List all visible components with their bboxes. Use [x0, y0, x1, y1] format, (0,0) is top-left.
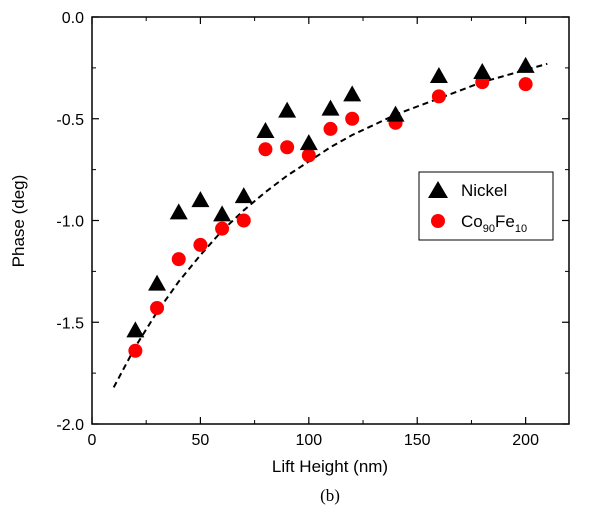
legend-cofe-label: Co90Fe10 [461, 212, 527, 235]
legend-cofe-base1: Co [461, 212, 483, 231]
x-tick-label: 50 [192, 432, 210, 449]
data-points-layer [126, 56, 535, 358]
nickel-point [321, 99, 340, 116]
nickel-point [256, 121, 275, 138]
fit-curve [112, 62, 548, 388]
figure-caption: (b) [320, 486, 340, 505]
cofe-point [128, 343, 143, 358]
cofe-point [150, 301, 165, 316]
cofe-point [193, 237, 208, 252]
nickel-point [516, 56, 535, 73]
legend: Nickel Co90Fe10 [418, 171, 554, 241]
nickel-point [343, 85, 362, 102]
nickel-point [473, 62, 492, 79]
x-tick-label: 100 [295, 432, 322, 449]
x-axis-title: Lift Height (nm) [272, 457, 388, 476]
cofe-point [323, 121, 338, 136]
cofe-point [258, 142, 273, 157]
legend-cofe-sub1: 90 [483, 223, 495, 235]
nickel-point [148, 274, 167, 291]
cofe-point [301, 148, 316, 163]
y-axis-title: Phase (deg) [9, 175, 28, 268]
nickel-point [169, 203, 188, 220]
legend-cofe-marker [431, 214, 445, 228]
y-tick-label: 0.0 [62, 10, 84, 27]
y-tick-label: -0.5 [56, 112, 84, 129]
axis-ticks-layer: 0 50 100 150 200 0.0 -0.5 -1.0 -1.5 -2.0 [56, 10, 569, 449]
nickel-point [234, 187, 253, 204]
legend-box [418, 171, 554, 241]
nickel-point [213, 205, 232, 222]
legend-nickel-label: Nickel [461, 181, 507, 200]
cofe-point [171, 252, 186, 267]
x-tick-label: 150 [404, 432, 431, 449]
cofe-point [215, 221, 230, 236]
nickel-point [278, 101, 297, 118]
cofe-point [280, 140, 295, 155]
nickel-point [386, 105, 405, 122]
y-tick-label: -1.5 [56, 315, 84, 332]
nickel-point [126, 321, 145, 338]
x-tick-label: 200 [512, 432, 539, 449]
y-tick-label: -1.0 [56, 214, 84, 231]
legend-nickel-marker [428, 181, 448, 198]
cofe-point [236, 213, 251, 228]
legend-cofe-base2: Fe [495, 212, 515, 231]
y-tick-label: -2.0 [56, 417, 84, 434]
legend-cofe-sub2: 10 [515, 223, 527, 235]
cofe-point [431, 89, 446, 104]
cofe-point [345, 111, 360, 126]
x-tick-label: 0 [88, 432, 97, 449]
nickel-point [429, 67, 448, 84]
fit-curve-layer [112, 62, 548, 388]
nickel-point [299, 134, 318, 151]
cofe-point [518, 77, 533, 92]
nickel-point [191, 191, 210, 208]
